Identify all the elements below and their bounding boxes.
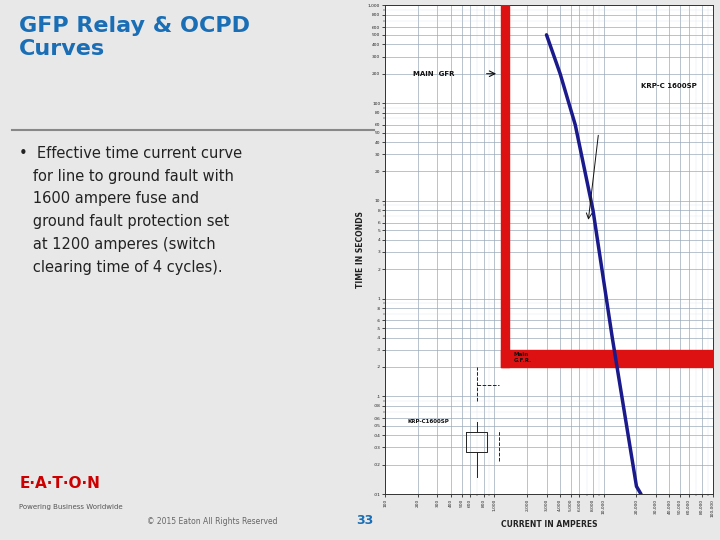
Text: © 2015 Eaton All Rights Reserved: © 2015 Eaton All Rights Reserved	[147, 517, 277, 526]
Text: Main
G.F.R.: Main G.F.R.	[513, 352, 532, 363]
Text: E·A·T·O·N: E·A·T·O·N	[19, 476, 100, 491]
Text: KRP-C 1600SP: KRP-C 1600SP	[641, 83, 697, 89]
Text: •  Effective time current curve
   for line to ground fault with
   1600 ampere : • Effective time current curve for line …	[19, 146, 243, 275]
Text: MAIN  GFR: MAIN GFR	[413, 71, 454, 77]
Text: Powering Business Worldwide: Powering Business Worldwide	[19, 504, 123, 510]
Text: 33: 33	[356, 514, 374, 526]
Text: GFP Relay & OCPD
Curves: GFP Relay & OCPD Curves	[19, 16, 251, 59]
X-axis label: CURRENT IN AMPERES: CURRENT IN AMPERES	[500, 519, 598, 529]
Text: KRP-C1600SP: KRP-C1600SP	[408, 419, 449, 424]
Y-axis label: TIME IN SECONDS: TIME IN SECONDS	[356, 211, 365, 288]
